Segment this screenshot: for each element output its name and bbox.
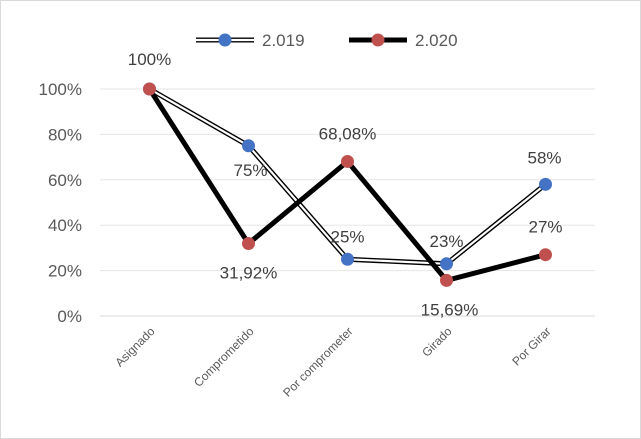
x-category-label: Comprometido — [191, 324, 257, 390]
legend-swatch-marker — [371, 33, 385, 47]
x-category-label: Por Girar — [509, 324, 553, 368]
legend-swatch-marker — [218, 33, 232, 47]
marker-2.020 — [440, 273, 453, 287]
marker-2.020 — [539, 248, 552, 262]
data-label: 68,08% — [319, 124, 377, 143]
y-tick-label: 40% — [48, 216, 82, 235]
marker-2.019 — [539, 177, 552, 191]
x-category-label: Girado — [419, 324, 455, 360]
marker-2.020 — [242, 237, 255, 251]
data-label: 27% — [528, 218, 562, 237]
y-tick-label: 20% — [48, 262, 82, 281]
data-label: 15,69% — [421, 300, 479, 319]
y-axis-ticks: 0% 20% 40% 60% 80% 100% — [39, 80, 82, 326]
data-labels: 100% 75% 25% 23% 58% 31,92% 68,08% 15,69% 27% — [128, 50, 563, 319]
marker-2.019 — [440, 257, 453, 271]
legend: 2.019 2.020 — [196, 31, 458, 50]
data-label: 58% — [527, 148, 561, 167]
series-line-2020 — [147, 87, 547, 284]
y-tick-label: 0% — [57, 307, 82, 326]
data-label: 25% — [330, 227, 364, 246]
data-label: 23% — [429, 232, 463, 251]
x-category-label: Asignado — [112, 324, 158, 370]
x-category-label: Por comprometer — [280, 324, 355, 399]
legend-label: 2.020 — [415, 31, 458, 50]
data-label: 75% — [233, 161, 267, 180]
y-tick-label: 60% — [48, 171, 82, 190]
data-label: 31,92% — [220, 264, 278, 283]
legend-label: 2.019 — [262, 31, 305, 50]
data-label: 100% — [128, 50, 171, 69]
marker-2.019 — [341, 252, 354, 266]
series-lines — [143, 82, 552, 287]
gridlines — [100, 88, 595, 317]
marker-2.019 — [242, 139, 255, 153]
y-tick-label: 80% — [48, 125, 82, 144]
y-tick-label: 100% — [39, 80, 82, 99]
marker-2.020 — [341, 154, 354, 168]
marker-2.020 — [143, 82, 156, 96]
x-axis-categories: Asignado Comprometido Por comprometer Girad… — [112, 324, 553, 400]
